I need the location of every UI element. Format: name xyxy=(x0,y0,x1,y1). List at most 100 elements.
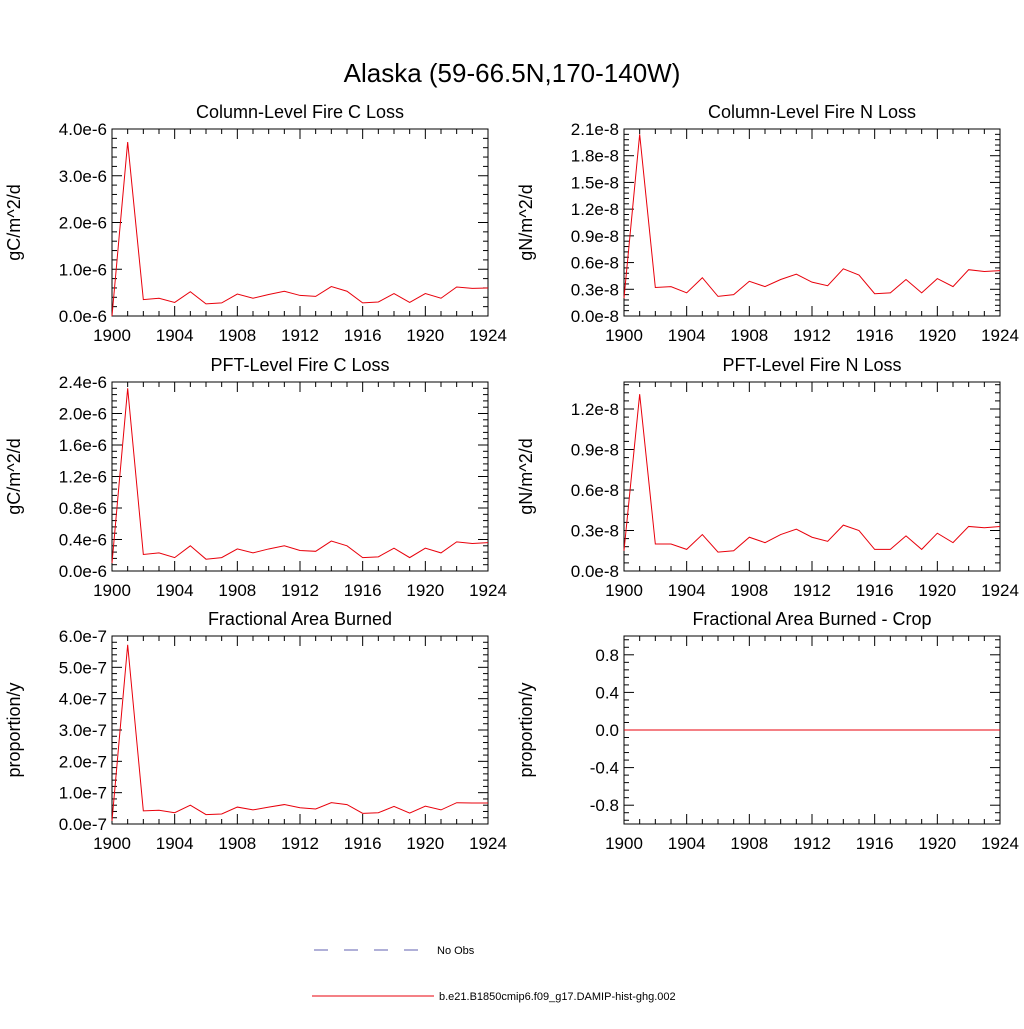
y-tick-label: 5.0e-7 xyxy=(59,658,107,677)
x-tick-label: 1904 xyxy=(156,326,194,345)
x-tick-label: 1908 xyxy=(730,326,768,345)
series-line xyxy=(623,134,1001,299)
y-tick-label: 0.0e-7 xyxy=(59,815,107,834)
x-tick-label: 1912 xyxy=(793,834,831,853)
plot-frame xyxy=(623,381,1001,572)
x-tick-label: 1912 xyxy=(281,326,319,345)
x-tick-label: 1916 xyxy=(856,326,894,345)
series-line xyxy=(111,388,489,564)
series-line xyxy=(111,142,489,317)
chart-panel-6: Fractional Area Burned - Crop proportion/… xyxy=(516,609,1019,853)
y-tick-label: 2.0e-7 xyxy=(59,752,107,771)
legend: No Obs b.e21.B1850cmip6.f09_g17.DAMIP-his… xyxy=(312,945,676,1003)
y-axis-label: gC/m^2/d xyxy=(4,438,24,514)
y-tick-label: 1.2e-8 xyxy=(571,400,619,419)
y-tick-label: 1.2e-6 xyxy=(59,468,107,487)
y-tick-label: 4.0e-7 xyxy=(59,690,107,709)
y-axis-label: proportion/y xyxy=(4,682,24,777)
x-tick-label: 1900 xyxy=(93,834,131,853)
y-tick-label: 0.3e-8 xyxy=(571,522,619,541)
plot-frame xyxy=(111,381,489,572)
x-tick-label: 1908 xyxy=(218,834,256,853)
x-tick-label: 1916 xyxy=(344,834,382,853)
chart-title: Column-Level Fire N Loss xyxy=(708,102,916,122)
x-tick-label: 1920 xyxy=(406,326,444,345)
y-axis-label: gC/m^2/d xyxy=(4,184,24,260)
y-tick-label: 0.0e-6 xyxy=(59,562,107,581)
series-line xyxy=(623,394,1001,553)
y-tick-label: 2.4e-6 xyxy=(59,373,107,392)
x-tick-label: 1908 xyxy=(218,581,256,600)
y-tick-label: -0.8 xyxy=(590,796,619,815)
y-tick-label: 0.6e-8 xyxy=(571,254,619,273)
x-tick-label: 1924 xyxy=(469,581,507,600)
y-tick-label: 6.0e-7 xyxy=(59,627,107,646)
x-tick-label: 1904 xyxy=(668,326,706,345)
plot-frame xyxy=(111,128,489,317)
y-tick-label: 1.6e-6 xyxy=(59,436,107,455)
y-tick-label: -0.4 xyxy=(590,759,619,778)
y-tick-label: 0.0e-6 xyxy=(59,307,107,326)
y-tick-label: 0.6e-8 xyxy=(571,481,619,500)
x-tick-label: 1924 xyxy=(981,834,1019,853)
y-axis-label: gN/m^2/d xyxy=(516,184,536,260)
y-tick-label: 0.9e-8 xyxy=(571,227,619,246)
x-tick-label: 1920 xyxy=(918,834,956,853)
x-tick-label: 1904 xyxy=(156,581,194,600)
legend-label: b.e21.B1850cmip6.f09_g17.DAMIP-hist-ghg.… xyxy=(439,991,676,1003)
y-tick-label: 1.5e-8 xyxy=(571,173,619,192)
y-tick-label: 0.0e-8 xyxy=(571,307,619,326)
x-tick-label: 1924 xyxy=(469,326,507,345)
y-tick-label: 1.8e-8 xyxy=(571,147,619,166)
y-tick-label: 1.0e-6 xyxy=(59,260,107,279)
panel-grid: Column-Level Fire C Loss gC/m^2/d 1900 1904… xyxy=(4,102,1019,853)
y-tick-label: 0.4e-6 xyxy=(59,531,107,550)
x-tick-label: 1900 xyxy=(605,326,643,345)
x-tick-label: 1912 xyxy=(793,326,831,345)
chart-panel-3: PFT-Level Fire C Loss gC/m^2/d 1900 1904 190… xyxy=(4,355,507,600)
y-tick-label: 2.1e-8 xyxy=(571,120,619,139)
y-axis-label: gN/m^2/d xyxy=(516,438,536,514)
chart-panel-2: Column-Level Fire N Loss gN/m^2/d 1900 1904… xyxy=(516,102,1019,345)
chart-panel-5: Fractional Area Burned proportion/y 1900 19… xyxy=(4,609,507,853)
page-title: Alaska (59-66.5N,170-140W) xyxy=(344,58,681,88)
plot-frame xyxy=(111,635,489,825)
legend-entry-1: No Obs xyxy=(314,945,475,957)
x-tick-label: 1924 xyxy=(469,834,507,853)
chart-title: Fractional Area Burned - Crop xyxy=(692,609,931,629)
y-tick-label: 4.0e-6 xyxy=(59,120,107,139)
x-tick-label: 1916 xyxy=(856,834,894,853)
legend-label: No Obs xyxy=(437,945,475,957)
chart-panel-1: Column-Level Fire C Loss gC/m^2/d 1900 1904… xyxy=(4,102,507,345)
y-tick-label: 1.0e-7 xyxy=(59,784,107,803)
y-tick-label: 0.8e-6 xyxy=(59,499,107,518)
x-tick-label: 1908 xyxy=(218,326,256,345)
y-tick-label: 2.0e-6 xyxy=(59,214,107,233)
y-tick-label: 0.0 xyxy=(595,721,619,740)
plot-frame xyxy=(623,128,1001,317)
chart-title: Fractional Area Burned xyxy=(208,609,392,629)
y-tick-label: 3.0e-6 xyxy=(59,167,107,186)
x-tick-label: 1900 xyxy=(93,326,131,345)
x-tick-label: 1916 xyxy=(856,581,894,600)
chart-title: PFT-Level Fire C Loss xyxy=(210,355,389,375)
x-tick-label: 1920 xyxy=(918,581,956,600)
x-tick-label: 1908 xyxy=(730,834,768,853)
y-tick-label: 0.4 xyxy=(595,683,619,702)
x-tick-label: 1904 xyxy=(156,834,194,853)
x-tick-label: 1908 xyxy=(730,581,768,600)
x-tick-label: 1924 xyxy=(981,326,1019,345)
x-tick-label: 1900 xyxy=(605,581,643,600)
chart-panel-4: PFT-Level Fire N Loss gN/m^2/d 1900 1904 190… xyxy=(516,355,1019,600)
x-tick-label: 1920 xyxy=(406,834,444,853)
y-tick-label: 0.8 xyxy=(595,646,619,665)
x-tick-label: 1916 xyxy=(344,581,382,600)
series-line xyxy=(111,644,488,821)
y-tick-label: 0.3e-8 xyxy=(571,280,619,299)
legend-entry-2: b.e21.B1850cmip6.f09_g17.DAMIP-hist-ghg.… xyxy=(312,991,676,1003)
y-tick-label: 0.9e-8 xyxy=(571,441,619,460)
x-tick-label: 1916 xyxy=(344,326,382,345)
y-tick-label: 2.0e-6 xyxy=(59,405,107,424)
y-tick-label: 0.0e-8 xyxy=(571,562,619,581)
